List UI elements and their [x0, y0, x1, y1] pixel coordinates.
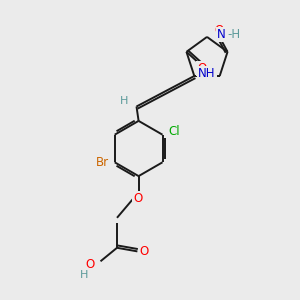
Text: H: H: [80, 270, 88, 280]
Text: O: O: [214, 24, 224, 37]
Text: -H: -H: [227, 28, 241, 41]
Text: O: O: [85, 258, 94, 272]
Text: O: O: [134, 192, 142, 205]
Text: Cl: Cl: [168, 125, 180, 138]
Text: O: O: [140, 245, 148, 258]
Text: N: N: [217, 28, 226, 41]
Text: NH: NH: [198, 67, 216, 80]
Text: O: O: [197, 62, 207, 75]
Text: Br: Br: [95, 156, 109, 169]
Text: H: H: [120, 96, 128, 106]
